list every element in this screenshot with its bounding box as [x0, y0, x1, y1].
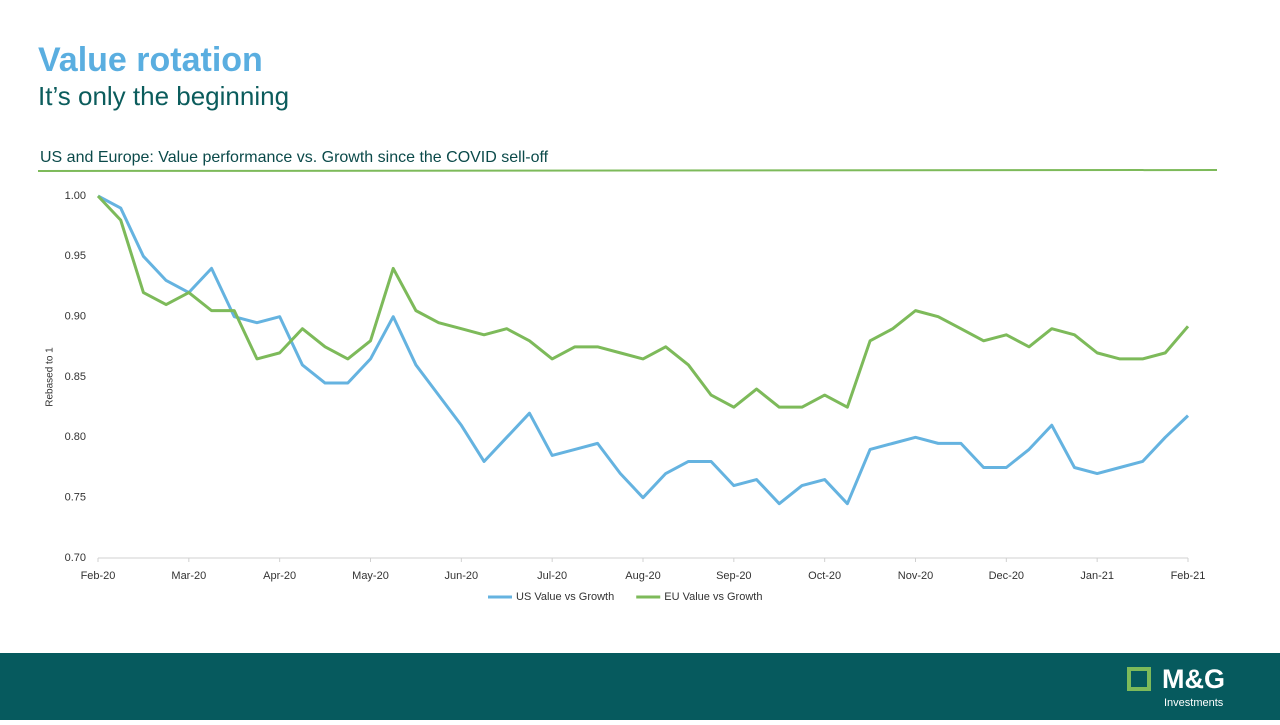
x-tick-label: Mar-20: [171, 570, 206, 582]
x-tick-label: Jan-21: [1080, 570, 1114, 582]
logo-tagline: Investments: [1164, 697, 1224, 709]
x-tick-label: Sep-20: [716, 570, 751, 582]
chart-title: US and Europe: Value performance vs. Gro…: [40, 149, 549, 166]
x-tick-label: Jul-20: [537, 570, 567, 582]
x-tick-label: Feb-20: [81, 570, 116, 582]
y-tick-label: 0.85: [65, 371, 86, 383]
x-tick-label: May-20: [352, 570, 389, 582]
x-tick-label: Apr-20: [263, 570, 296, 582]
x-tick-label: Oct-20: [808, 570, 841, 582]
y-tick-label: 0.70: [65, 552, 86, 564]
x-tick-label: Dec-20: [989, 570, 1024, 582]
x-tick-label: Feb-21: [1171, 570, 1206, 582]
series-line: [97, 194, 1190, 506]
footer-band: [0, 653, 1280, 720]
y-tick-label: 0.75: [65, 492, 86, 504]
y-axis-label: Rebased to 1: [45, 347, 56, 407]
subtitle: It’s only the beginning: [38, 81, 289, 111]
logo-square: [1127, 667, 1151, 691]
y-tick-label: 0.90: [65, 311, 86, 323]
y-tick-label: 0.95: [65, 250, 86, 262]
y-tick-label: 0.80: [65, 431, 86, 443]
x-tick-label: Aug-20: [625, 570, 660, 582]
series-line: [96, 194, 1190, 409]
logo-brand: M&G: [1162, 664, 1225, 694]
legend-label: US Value vs Growth: [516, 591, 614, 603]
x-tick-label: Jun-20: [445, 570, 479, 582]
x-tick-label: Nov-20: [898, 570, 933, 582]
y-tick-label: 1.00: [65, 190, 86, 202]
title-rule: [37, 169, 1218, 172]
legend-label: EU Value vs Growth: [664, 591, 762, 603]
title: Value rotation: [38, 41, 263, 79]
